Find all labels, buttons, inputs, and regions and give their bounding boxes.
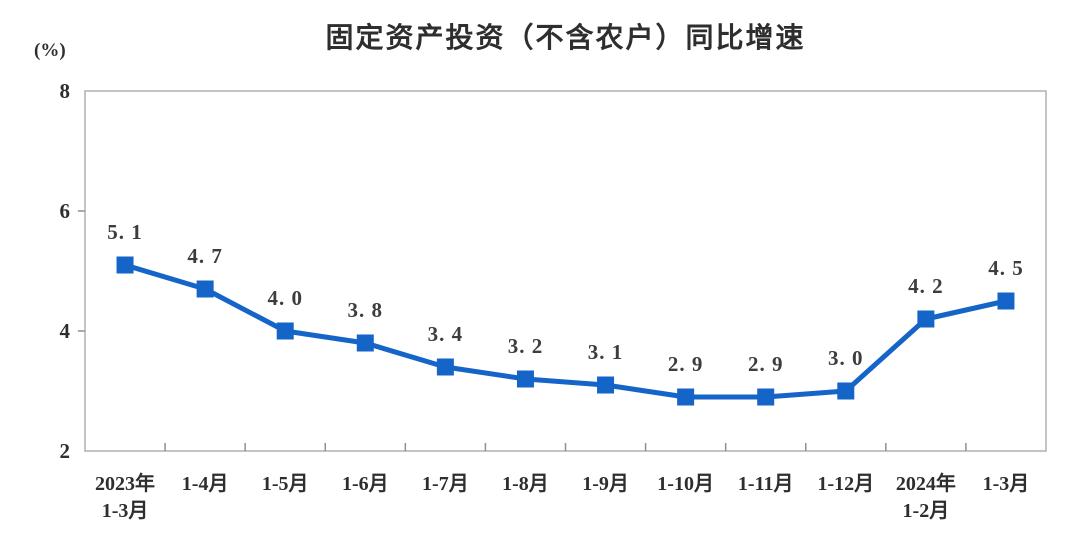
data-point-label: 3. 4 (428, 322, 464, 346)
x-axis-label: 1-11月 (738, 473, 794, 495)
data-point-label: 4. 0 (267, 286, 303, 310)
data-point-marker (837, 382, 855, 400)
data-point-label: 4. 2 (908, 274, 944, 298)
data-point-marker (597, 376, 615, 394)
x-axis-label: 1-10月 (657, 473, 714, 495)
data-point-marker (677, 388, 695, 406)
data-point-marker (356, 334, 374, 352)
data-point-label: 5. 1 (107, 220, 143, 244)
x-axis-label: 1-2月 (903, 500, 950, 522)
y-axis-unit-label: (%) (34, 40, 66, 61)
x-axis-label: 1-3月 (102, 500, 149, 522)
data-point-label: 3. 1 (588, 340, 624, 364)
data-point-marker (116, 256, 134, 274)
x-axis-label: 2024年 (896, 471, 956, 495)
data-point-label: 3. 2 (508, 334, 544, 358)
data-point-marker (917, 310, 935, 328)
x-axis-label: 1-7月 (422, 473, 469, 495)
chart-line (124, 262, 1007, 400)
data-point-marker (516, 370, 534, 388)
data-point-marker (757, 388, 775, 406)
x-axis-label: 1-9月 (582, 473, 629, 495)
x-axis-label: 1-5月 (262, 473, 309, 495)
y-axis-label: 4 (60, 319, 71, 343)
x-axis-label: 1-6月 (342, 473, 389, 495)
data-point-label: 4. 7 (187, 244, 223, 268)
data-point-marker (997, 292, 1015, 310)
plot-border (84, 90, 1047, 452)
x-axis-label: 1-4月 (182, 473, 229, 495)
data-point-label: 2. 9 (748, 352, 784, 376)
x-axis-label: 2023年 (95, 471, 155, 495)
x-axis-label: 1-12月 (817, 473, 874, 495)
data-point-label: 4. 5 (988, 256, 1024, 280)
data-point-label: 2. 9 (668, 352, 704, 376)
x-axis-label: 1-3月 (983, 473, 1030, 495)
y-axis-label: 8 (60, 79, 71, 103)
x-axis-label: 1-8月 (502, 473, 549, 495)
data-point-label: 3. 8 (348, 298, 384, 322)
y-axis-label: 6 (60, 199, 71, 223)
y-axis-label: 2 (60, 439, 71, 463)
data-point-marker (276, 322, 294, 340)
data-point-label: 3. 0 (828, 346, 864, 370)
data-point-marker (436, 358, 454, 376)
chart-title: 固定资产投资（不含农户）同比增速 (325, 22, 806, 53)
data-point-marker (196, 280, 214, 298)
